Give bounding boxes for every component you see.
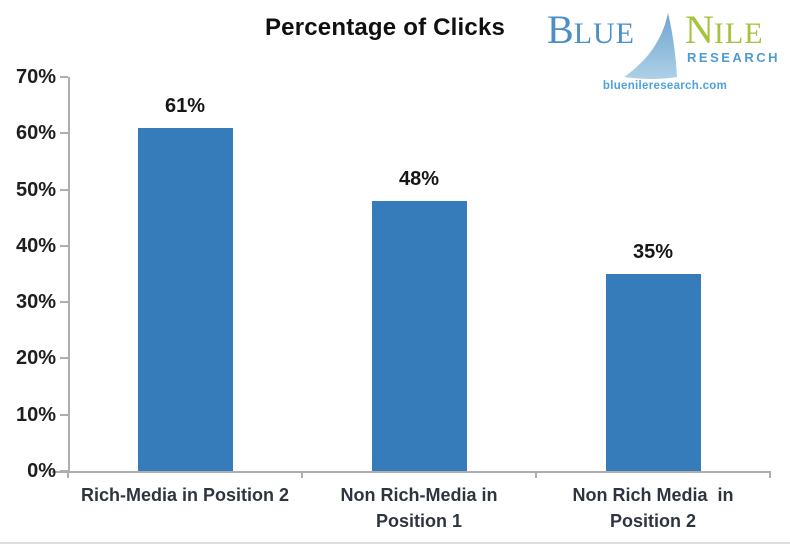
bar-column: 61% (68, 77, 302, 471)
y-axis-tick-label: 20% (15, 347, 56, 370)
y-axis-tick-label: 50% (15, 178, 56, 201)
y-axis-tick (60, 301, 68, 304)
logo-website: bluenileresearch.com (602, 80, 728, 92)
bar-value-label: 35% (632, 241, 674, 263)
bar-column: 35% (536, 77, 770, 471)
y-axis-tick-label: 30% (15, 291, 56, 314)
category-label-line: Non Rich Media in (572, 485, 734, 505)
category-label-line: Position 1 (375, 511, 462, 531)
bar (137, 127, 233, 471)
x-axis-tick (301, 471, 303, 478)
x-axis-tick (769, 471, 771, 478)
bar-value-label: 61% (164, 94, 206, 117)
y-axis-tick (60, 357, 68, 360)
category-label-line: Position 2 (609, 511, 696, 531)
y-axis-tick (60, 188, 68, 191)
logo-nile-initial: N (685, 7, 714, 52)
category-label: Rich-Media in Position 2 (68, 482, 302, 508)
x-axis-tick (67, 471, 69, 478)
y-axis-tick-label: 10% (15, 403, 56, 426)
x-axis-tick (535, 471, 537, 478)
y-axis-tick-label: 40% (15, 234, 56, 257)
category-label-line: Non Rich-Media in (340, 485, 498, 505)
bar-value-label: 48% (398, 167, 440, 190)
category-label: Non Rich Media in Position 2 (536, 482, 770, 534)
y-axis-tick (60, 244, 68, 247)
bar (371, 200, 467, 471)
brand-logo: BLUE NILE RESEARCH bluenileresearch.com (545, 6, 785, 98)
bar-column: 48% (302, 77, 536, 471)
y-axis-line (68, 77, 70, 471)
logo-word-blue: BLUE (547, 10, 635, 54)
category-label: Non Rich-Media in Position 1 (302, 482, 536, 534)
y-axis-tick (60, 76, 68, 78)
logo-blue-rest: LUE (573, 17, 636, 50)
bottom-divider (0, 542, 790, 544)
y-axis-tick (60, 413, 68, 416)
logo-nile-rest: ILE (713, 17, 764, 50)
logo-word-nile: NILE (685, 10, 764, 54)
y-axis-tick-label: 70% (15, 66, 56, 88)
y-axis-tick (60, 132, 68, 135)
x-axis-line (52, 471, 770, 473)
y-axis-tick-label: 60% (15, 122, 56, 145)
logo-blue-initial: B (547, 7, 574, 52)
logo-subtitle: RESEARCH (687, 50, 780, 65)
y-axis-tick-label: 0% (27, 460, 56, 482)
sail-icon (624, 13, 677, 79)
chart-title: Percentage of Clicks (264, 14, 506, 41)
bar (605, 274, 701, 471)
y-axis-tick (60, 470, 68, 472)
category-label-line: Rich-Media in Position 2 (80, 485, 290, 505)
